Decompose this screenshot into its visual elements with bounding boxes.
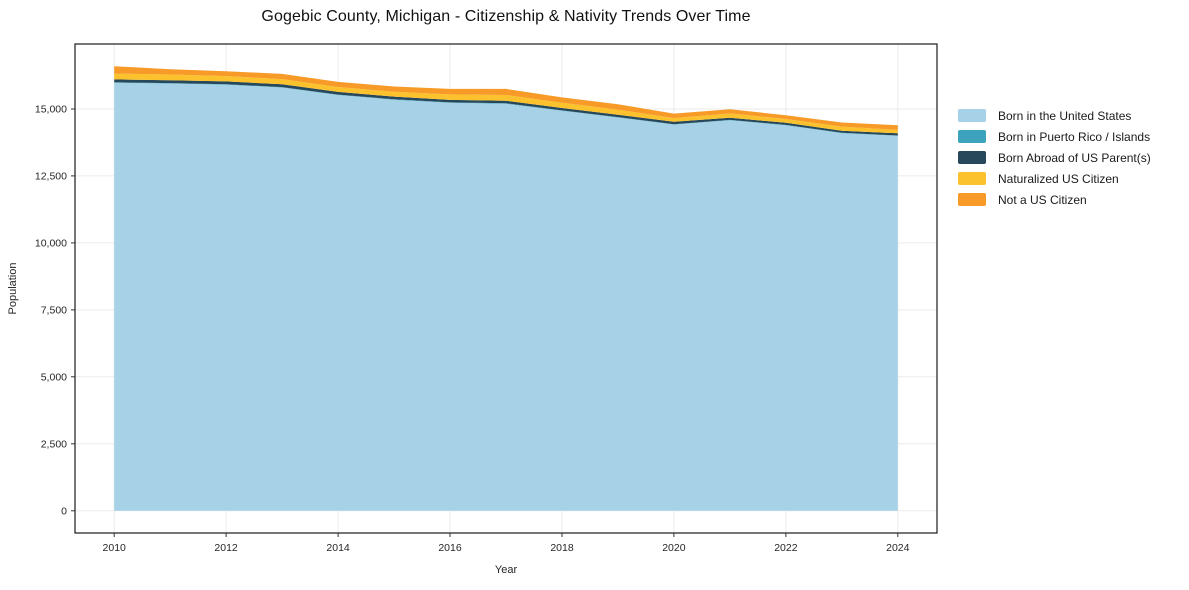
legend-swatch-icon <box>958 151 986 164</box>
legend: Born in the United States Born in Puerto … <box>958 105 1151 210</box>
area-born-in-puerto-rico-islands <box>114 82 898 136</box>
x-tick-label: 2012 <box>214 542 238 554</box>
chart-title: Gogebic County, Michigan - Citizenship &… <box>261 8 751 25</box>
x-tick-label: 2010 <box>103 542 127 554</box>
legend-item: Born in the United States <box>958 105 1151 126</box>
area-not-a-us-citizen <box>114 66 898 130</box>
y-tick-label: 5,000 <box>41 371 67 383</box>
legend-swatch-icon <box>958 130 986 143</box>
plot-border <box>74 43 938 534</box>
x-tick-label: 2024 <box>886 542 910 554</box>
legend-item: Not a US Citizen <box>958 189 1151 210</box>
y-tick-label: 7,500 <box>41 304 67 316</box>
x-tick-label: 2018 <box>550 542 574 554</box>
legend-item: Born Abroad of US Parent(s) <box>958 147 1151 168</box>
area-born-abroad-of-us-parent-s <box>114 79 898 136</box>
legend-swatch-icon <box>958 172 986 185</box>
legend-swatch-icon <box>958 193 986 206</box>
legend-label: Born Abroad of US Parent(s) <box>998 150 1151 165</box>
legend-label: Born in the United States <box>998 108 1132 123</box>
y-axis-label: Population <box>7 263 19 315</box>
y-tick-label: 2,500 <box>41 438 67 450</box>
y-tick-label: 15,000 <box>35 104 67 116</box>
y-tick-label: 10,000 <box>35 237 67 249</box>
legend-swatch-icon <box>958 109 986 122</box>
x-tick-label: 2014 <box>326 542 350 554</box>
legend-item: Born in Puerto Rico / Islands <box>958 126 1151 147</box>
y-tick-label: 0 <box>61 505 67 517</box>
x-tick-label: 2020 <box>662 542 686 554</box>
legend-label: Naturalized US Citizen <box>998 171 1119 186</box>
x-axis-label: Year <box>495 564 518 576</box>
y-tick-label: 12,500 <box>35 170 67 182</box>
legend-label: Not a US Citizen <box>998 192 1087 207</box>
legend-label: Born in Puerto Rico / Islands <box>998 129 1151 144</box>
x-tick-label: 2022 <box>774 542 798 554</box>
area-naturalized-us-citizen <box>114 73 898 134</box>
x-tick-label: 2016 <box>438 542 462 554</box>
legend-item: Naturalized US Citizen <box>958 168 1151 189</box>
area-born-in-the-united-states <box>114 82 898 511</box>
